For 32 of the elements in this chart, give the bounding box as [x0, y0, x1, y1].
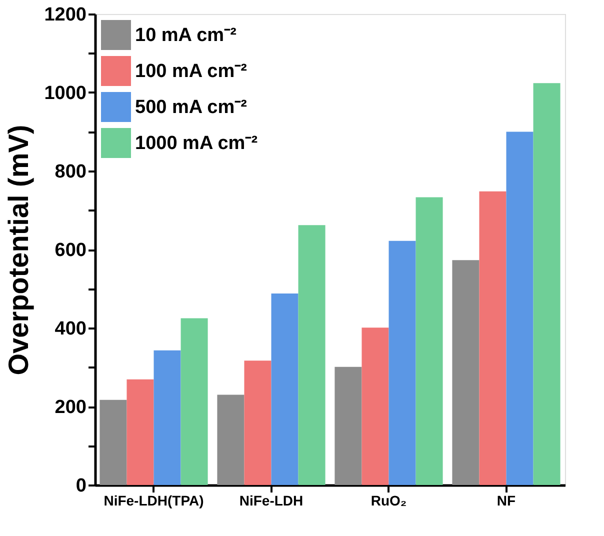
legend-label: 500 mA cm⁻²: [135, 97, 247, 118]
y-tick-label: 800: [54, 162, 86, 182]
legend-label: 10 mA cm⁻²: [135, 25, 236, 46]
bar: [334, 366, 362, 485]
x-tick-label: NiFe-LDH: [239, 492, 304, 508]
legend-label: 1000 mA cm⁻²: [135, 133, 258, 154]
bar: [452, 260, 480, 485]
bar: [126, 379, 154, 485]
bar: [217, 394, 244, 485]
x-tick-label: RuO₂: [370, 492, 407, 508]
bar: [100, 400, 127, 485]
bar: [479, 191, 506, 485]
bar: [362, 328, 389, 485]
y-tick-label: 1000: [44, 83, 86, 104]
bar: [298, 225, 326, 485]
x-tick-label: NiFe-LDH(TPA): [104, 492, 204, 508]
y-tick-label: 200: [54, 397, 86, 418]
x-tick-label: NF: [496, 492, 516, 508]
y-tick-label: 0: [76, 476, 86, 496]
y-tick-label: 1200: [44, 4, 86, 26]
y-tick-label: 600: [54, 240, 86, 261]
bar: [388, 240, 416, 485]
bar: [244, 360, 272, 485]
y-axis-title: Overpotential (mV): [3, 124, 34, 376]
bar: [533, 83, 560, 485]
bar: [416, 197, 443, 485]
bar: [271, 293, 298, 485]
bar: [506, 132, 534, 485]
bar: [180, 318, 208, 485]
legend-label: 100 mA cm⁻²: [135, 61, 247, 82]
y-tick-label: 400: [54, 318, 86, 340]
bar: [154, 350, 181, 485]
